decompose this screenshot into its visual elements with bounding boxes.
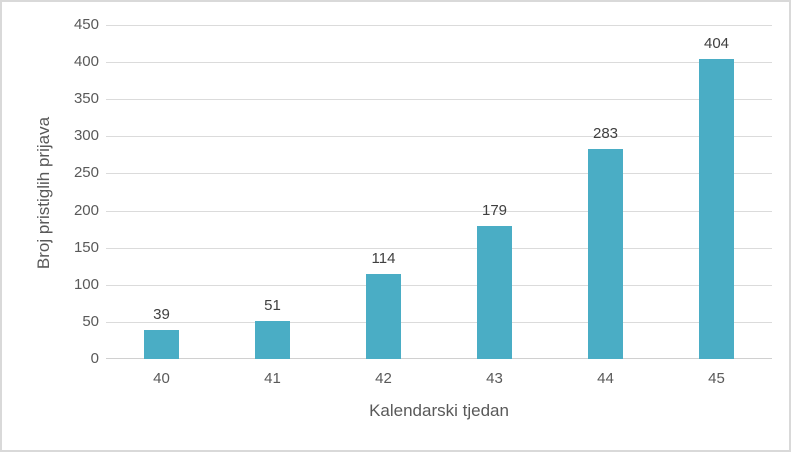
y-axis-tick-label: 300 [73, 127, 99, 145]
y-axis-tick-label: 150 [73, 238, 99, 256]
x-axis-tick-label: 40 [153, 370, 170, 387]
gridline [106, 210, 772, 212]
bar-week-41 [255, 321, 290, 359]
bar-week-40 [144, 330, 179, 359]
data-label: 283 [592, 124, 619, 142]
gridline [106, 99, 772, 101]
data-label: 404 [703, 35, 730, 53]
y-axis-tick-label: 200 [73, 201, 99, 219]
y-axis-tick-label: 0 [90, 350, 99, 367]
y-axis-tick-label: 250 [73, 164, 99, 182]
data-label: 114 [371, 250, 396, 268]
y-axis-tick-label: 100 [73, 275, 99, 293]
y-axis-tick-label: 450 [73, 16, 99, 33]
bar-week-42 [366, 274, 401, 359]
bar-week-44 [588, 148, 623, 359]
x-axis-tick-label: 43 [486, 370, 503, 387]
data-label: 51 [264, 297, 281, 315]
bar-week-45 [699, 59, 734, 359]
y-axis-tick-label: 50 [82, 312, 99, 330]
bar-week-43 [477, 226, 512, 359]
x-axis-tick-label: 42 [375, 370, 392, 387]
x-axis-line [106, 358, 772, 359]
x-axis-tick-label: 44 [597, 370, 614, 387]
y-axis-title: Broj pristiglih prijava [34, 116, 53, 270]
gridline [106, 321, 772, 323]
y-axis-tick-label: 400 [73, 53, 99, 71]
x-axis-tick-label: 41 [264, 370, 281, 387]
x-axis-tick-label: 45 [708, 370, 725, 387]
y-axis-tick-label: 350 [73, 90, 99, 108]
gridline [106, 136, 772, 138]
gridline [106, 25, 772, 26]
gridline [106, 247, 772, 249]
data-label: 39 [153, 306, 170, 324]
plot-area: 39 51 114 179 283 404 [106, 25, 772, 359]
gridline [106, 62, 772, 64]
x-axis-title: Kalendarski tjedan [369, 401, 509, 420]
gridline [106, 284, 772, 286]
data-label: 179 [481, 202, 508, 220]
gridline [106, 173, 772, 175]
